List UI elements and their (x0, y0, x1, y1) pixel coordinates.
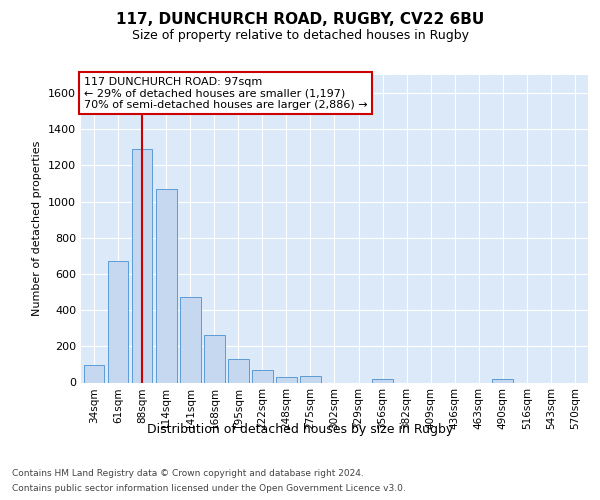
Text: Size of property relative to detached houses in Rugby: Size of property relative to detached ho… (131, 29, 469, 42)
Y-axis label: Number of detached properties: Number of detached properties (32, 141, 43, 316)
Text: Contains public sector information licensed under the Open Government Licence v3: Contains public sector information licen… (12, 484, 406, 493)
Bar (156, 189, 176, 382)
Bar (276, 377, 296, 382)
Bar (373, 380, 393, 382)
Text: Contains HM Land Registry data © Crown copyright and database right 2024.: Contains HM Land Registry data © Crown c… (12, 469, 364, 478)
Bar (300, 376, 320, 382)
Bar (493, 380, 513, 382)
Bar (204, 334, 224, 382)
Bar (228, 359, 248, 382)
Bar (108, 262, 128, 382)
Bar (252, 370, 272, 382)
Text: 117, DUNCHURCH ROAD, RUGBY, CV22 6BU: 117, DUNCHURCH ROAD, RUGBY, CV22 6BU (116, 12, 484, 28)
Bar (180, 298, 200, 382)
Text: Distribution of detached houses by size in Rugby: Distribution of detached houses by size … (147, 422, 453, 436)
Bar (84, 366, 104, 382)
Bar (132, 149, 152, 382)
Text: 117 DUNCHURCH ROAD: 97sqm
← 29% of detached houses are smaller (1,197)
70% of se: 117 DUNCHURCH ROAD: 97sqm ← 29% of detac… (83, 76, 367, 110)
